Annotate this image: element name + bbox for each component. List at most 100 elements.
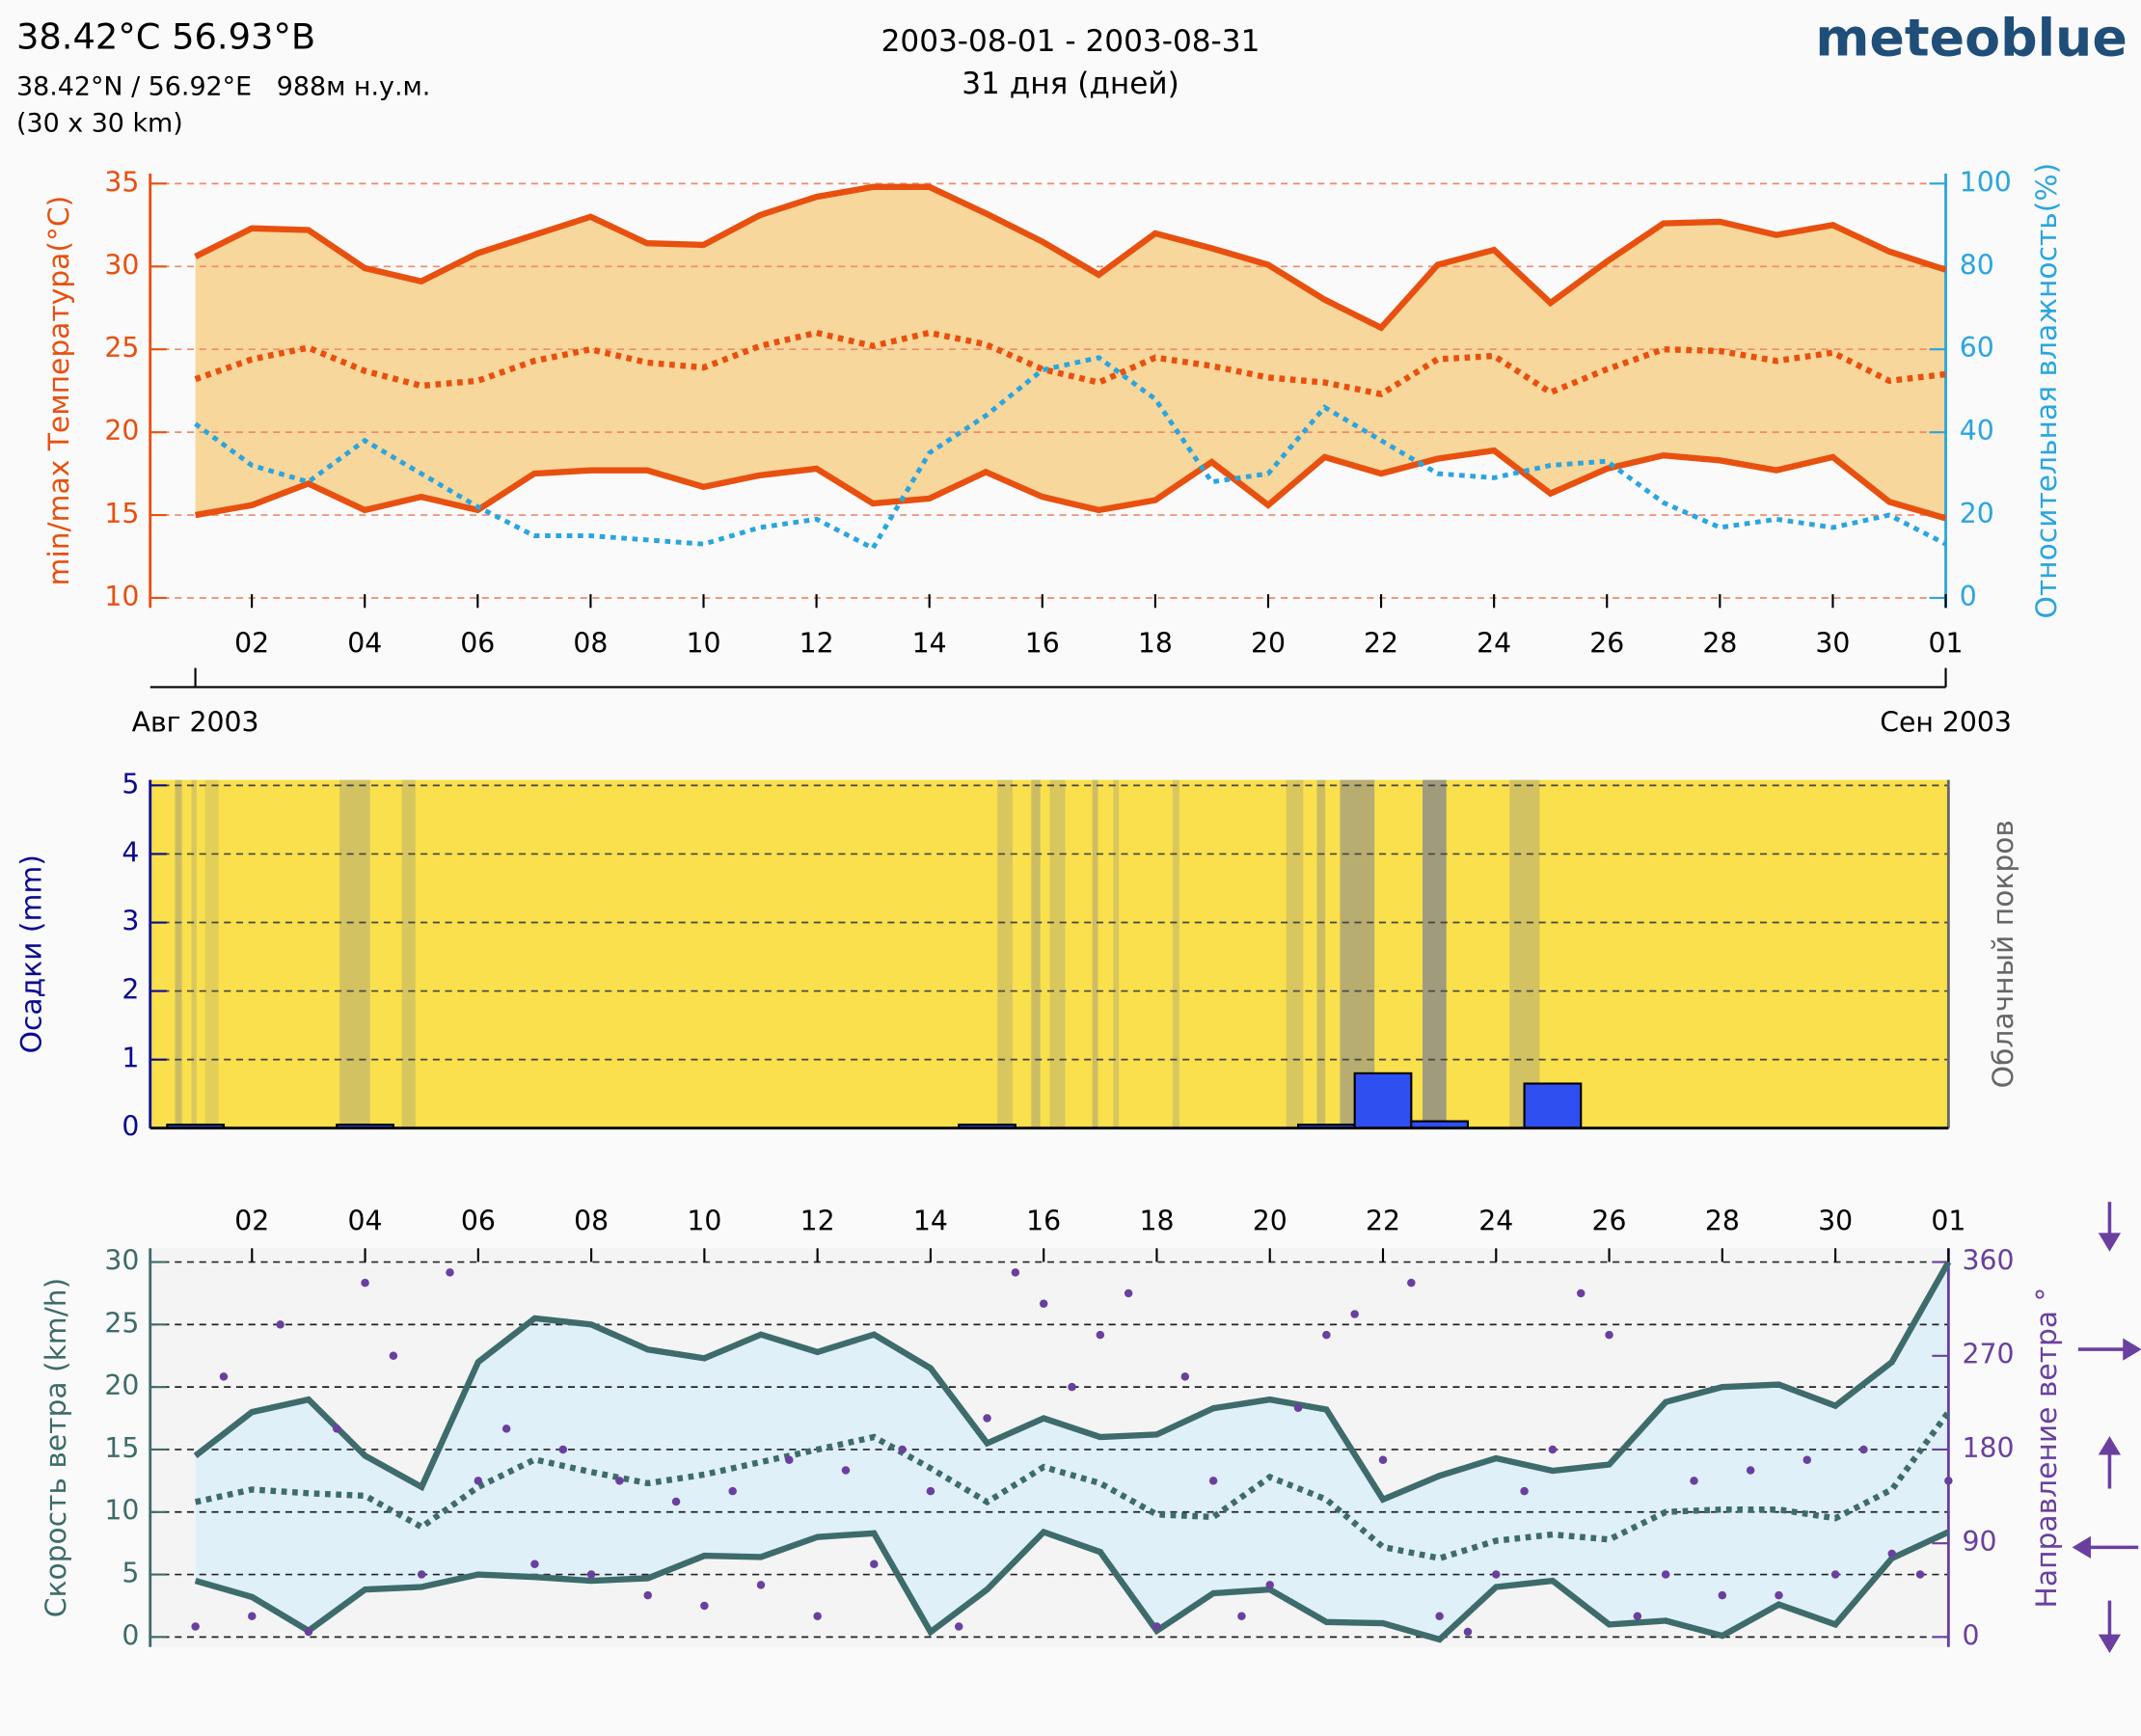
wind-direction-dot — [1407, 1278, 1416, 1288]
cloud-stripe — [1172, 779, 1179, 1128]
y-tick-label: 1 — [122, 1043, 139, 1074]
y-tick-label: 30 — [104, 249, 139, 281]
y-tick-label: 35 — [104, 166, 139, 198]
wind-direction-dot — [1802, 1455, 1812, 1465]
y-axis-label: Скорость ветра (km/h) — [40, 1278, 73, 1617]
wind-direction-dot — [1068, 1382, 1076, 1392]
wind-direction-dot — [841, 1466, 851, 1475]
wind-direction-dot — [898, 1445, 907, 1454]
cloud-stripe — [1509, 779, 1540, 1128]
wind-direction-dot — [1350, 1310, 1359, 1318]
wind-direction-dot — [304, 1627, 313, 1637]
y-axis-label: min/max Температура(°C) — [42, 196, 76, 586]
x-tick-label: 02 — [234, 628, 269, 660]
series-line — [195, 447, 1947, 522]
wind-direction-dot — [417, 1570, 426, 1579]
wind-direction-dot — [813, 1612, 822, 1621]
y-tick-label: 10 — [104, 1495, 139, 1527]
y-tick-label: 5 — [122, 768, 139, 800]
plot-background — [149, 779, 1949, 1128]
x-tick-label: 16 — [1025, 628, 1060, 660]
wind-direction-dot — [558, 1445, 568, 1454]
y2-axis-label: Облачный покров — [1987, 820, 2020, 1088]
y2-tick-label: 90 — [1963, 1526, 1997, 1558]
x-tick-label: 18 — [1138, 628, 1173, 660]
period: 2003-08-01 - 2003-08-31 — [881, 24, 1260, 59]
wind-direction-dot — [1124, 1288, 1133, 1298]
wind-direction-dot — [643, 1590, 652, 1600]
y-tick-label: 2 — [122, 974, 139, 1006]
y-tick-label: 3 — [122, 906, 139, 937]
wind-direction-dot — [1548, 1445, 1558, 1454]
x-tick-label: 20 — [1253, 1205, 1287, 1236]
x-tick-label: 26 — [1592, 1205, 1627, 1236]
wind-direction-dot — [1265, 1581, 1274, 1589]
cloud-stripe — [191, 779, 197, 1128]
cloud-stripe — [1286, 779, 1304, 1128]
wind-direction-dot — [1775, 1590, 1783, 1600]
x-tick-label: 22 — [1364, 628, 1398, 660]
wind-direction-dot — [870, 1560, 879, 1569]
wind-direction-dot — [1208, 1477, 1218, 1485]
wind-direction-dot — [446, 1268, 454, 1277]
x-tick-label: 14 — [912, 628, 947, 660]
wind-direction-dot — [474, 1477, 483, 1485]
y-tick-label: 20 — [104, 1370, 139, 1401]
x-tick-label: 12 — [800, 1205, 835, 1236]
coords: 38.42°N / 56.92°E 988м н.у.м. — [16, 71, 430, 101]
y2-tick-label: 0 — [1963, 1619, 1980, 1651]
days: 31 дня (дней) — [962, 67, 1179, 101]
wind-direction-dot — [361, 1278, 369, 1288]
wind-direction-dot — [1576, 1288, 1585, 1298]
month-label: Авг 2003 — [132, 707, 259, 739]
series-line — [194, 1528, 1950, 1643]
y2-tick-label: 20 — [1960, 498, 1994, 529]
cloud-stripe — [401, 779, 416, 1128]
x-tick-label: 10 — [687, 1205, 721, 1236]
series-line — [194, 183, 1947, 332]
y2-tick-label: 80 — [1960, 249, 1994, 281]
x-tick-label: 10 — [686, 628, 720, 660]
wind-direction-dot — [954, 1622, 963, 1631]
mean-line — [194, 1410, 1951, 1561]
wind-direction-dot — [756, 1581, 766, 1589]
x-tick-label: 30 — [1818, 1205, 1853, 1236]
wind-direction-dot — [1237, 1612, 1246, 1621]
x-tick-label: 22 — [1366, 1205, 1400, 1236]
direction-legend — [2072, 1202, 2141, 1653]
x-tick-label: 28 — [1702, 628, 1737, 660]
cloud-stripe — [204, 779, 219, 1128]
wind-direction-dot — [1944, 1477, 1953, 1485]
range-fill — [195, 1261, 1949, 1640]
wind-direction-dot — [1293, 1403, 1303, 1413]
wind-direction-dot — [1039, 1299, 1048, 1309]
cloud-stripe — [1340, 779, 1375, 1128]
y2-axis-label: Направление ветра ° — [2030, 1288, 2064, 1609]
wind-direction-dot — [1859, 1445, 1868, 1454]
y-tick-label: 15 — [104, 1432, 139, 1464]
y2-tick-label: 270 — [1963, 1339, 2015, 1370]
x-tick-label: 24 — [1477, 628, 1511, 660]
cloud-stripe — [1049, 779, 1066, 1128]
x-tick-label: 02 — [234, 1205, 269, 1236]
cloud-stripe — [1113, 779, 1120, 1128]
x-tick-label: 14 — [913, 1205, 948, 1236]
wind-direction-dot — [1661, 1570, 1670, 1579]
cloud-stripe — [175, 779, 182, 1128]
wind-direction-dot — [1520, 1486, 1529, 1496]
wind-direction-dot — [926, 1486, 935, 1496]
wind-direction-dot — [1322, 1330, 1331, 1340]
x-tick-label: 04 — [347, 628, 382, 660]
x-tick-label: 08 — [574, 1205, 609, 1236]
y-tick-label: 0 — [122, 1111, 139, 1143]
x-tick-label: 20 — [1251, 628, 1286, 660]
wind-direction-dot — [1152, 1622, 1161, 1631]
y2-tick-label: 0 — [1960, 581, 1977, 612]
wind-direction-dot — [785, 1455, 794, 1465]
mean-line — [194, 355, 1947, 552]
resolution: (30 x 30 km) — [16, 109, 183, 139]
x-tick-label: 28 — [1705, 1205, 1740, 1236]
wind-direction-dot — [671, 1497, 681, 1506]
wind-direction-dot — [1180, 1372, 1190, 1381]
